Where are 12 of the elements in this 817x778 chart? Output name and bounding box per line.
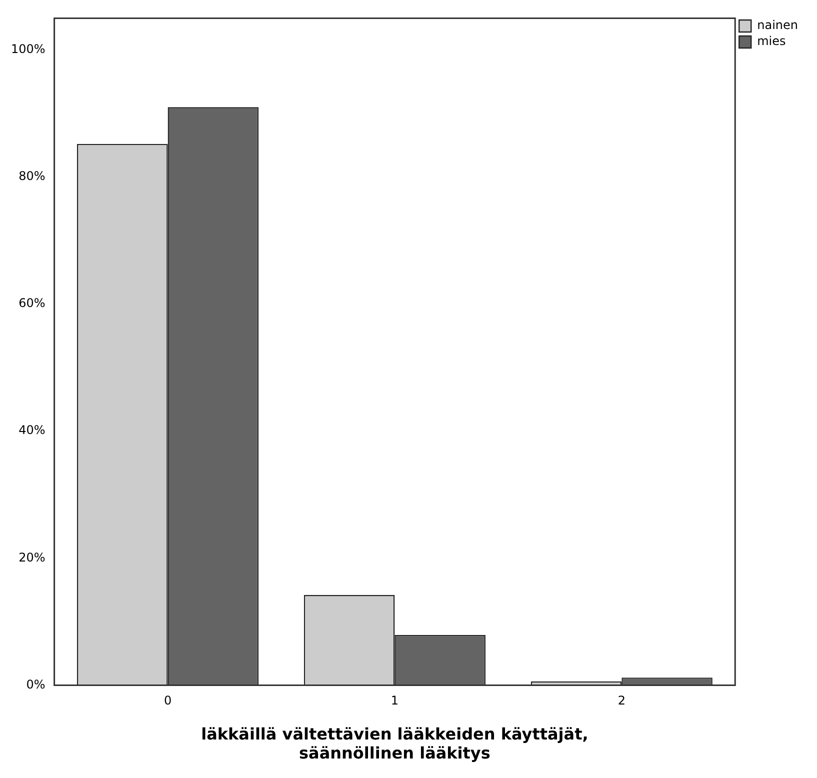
x-tick-label: 1 <box>390 694 399 708</box>
y-tick-label: 100% <box>10 42 46 56</box>
y-tick-label: 60% <box>18 296 46 310</box>
legend-label: nainen <box>757 18 798 32</box>
x-tick-label: 2 <box>618 694 626 708</box>
x-tick-label: 0 <box>164 694 172 708</box>
y-tick-label: 80% <box>18 169 46 184</box>
legend-label: mies <box>757 34 786 48</box>
y-tick-label: 20% <box>18 550 46 564</box>
y-tick-label: 40% <box>18 423 46 438</box>
y-tick-label: 0% <box>26 677 46 692</box>
x-axis-title: läkkäillä vältettävien lääkkeiden käyttäjät, säännöllinen lääkitys <box>201 724 588 763</box>
